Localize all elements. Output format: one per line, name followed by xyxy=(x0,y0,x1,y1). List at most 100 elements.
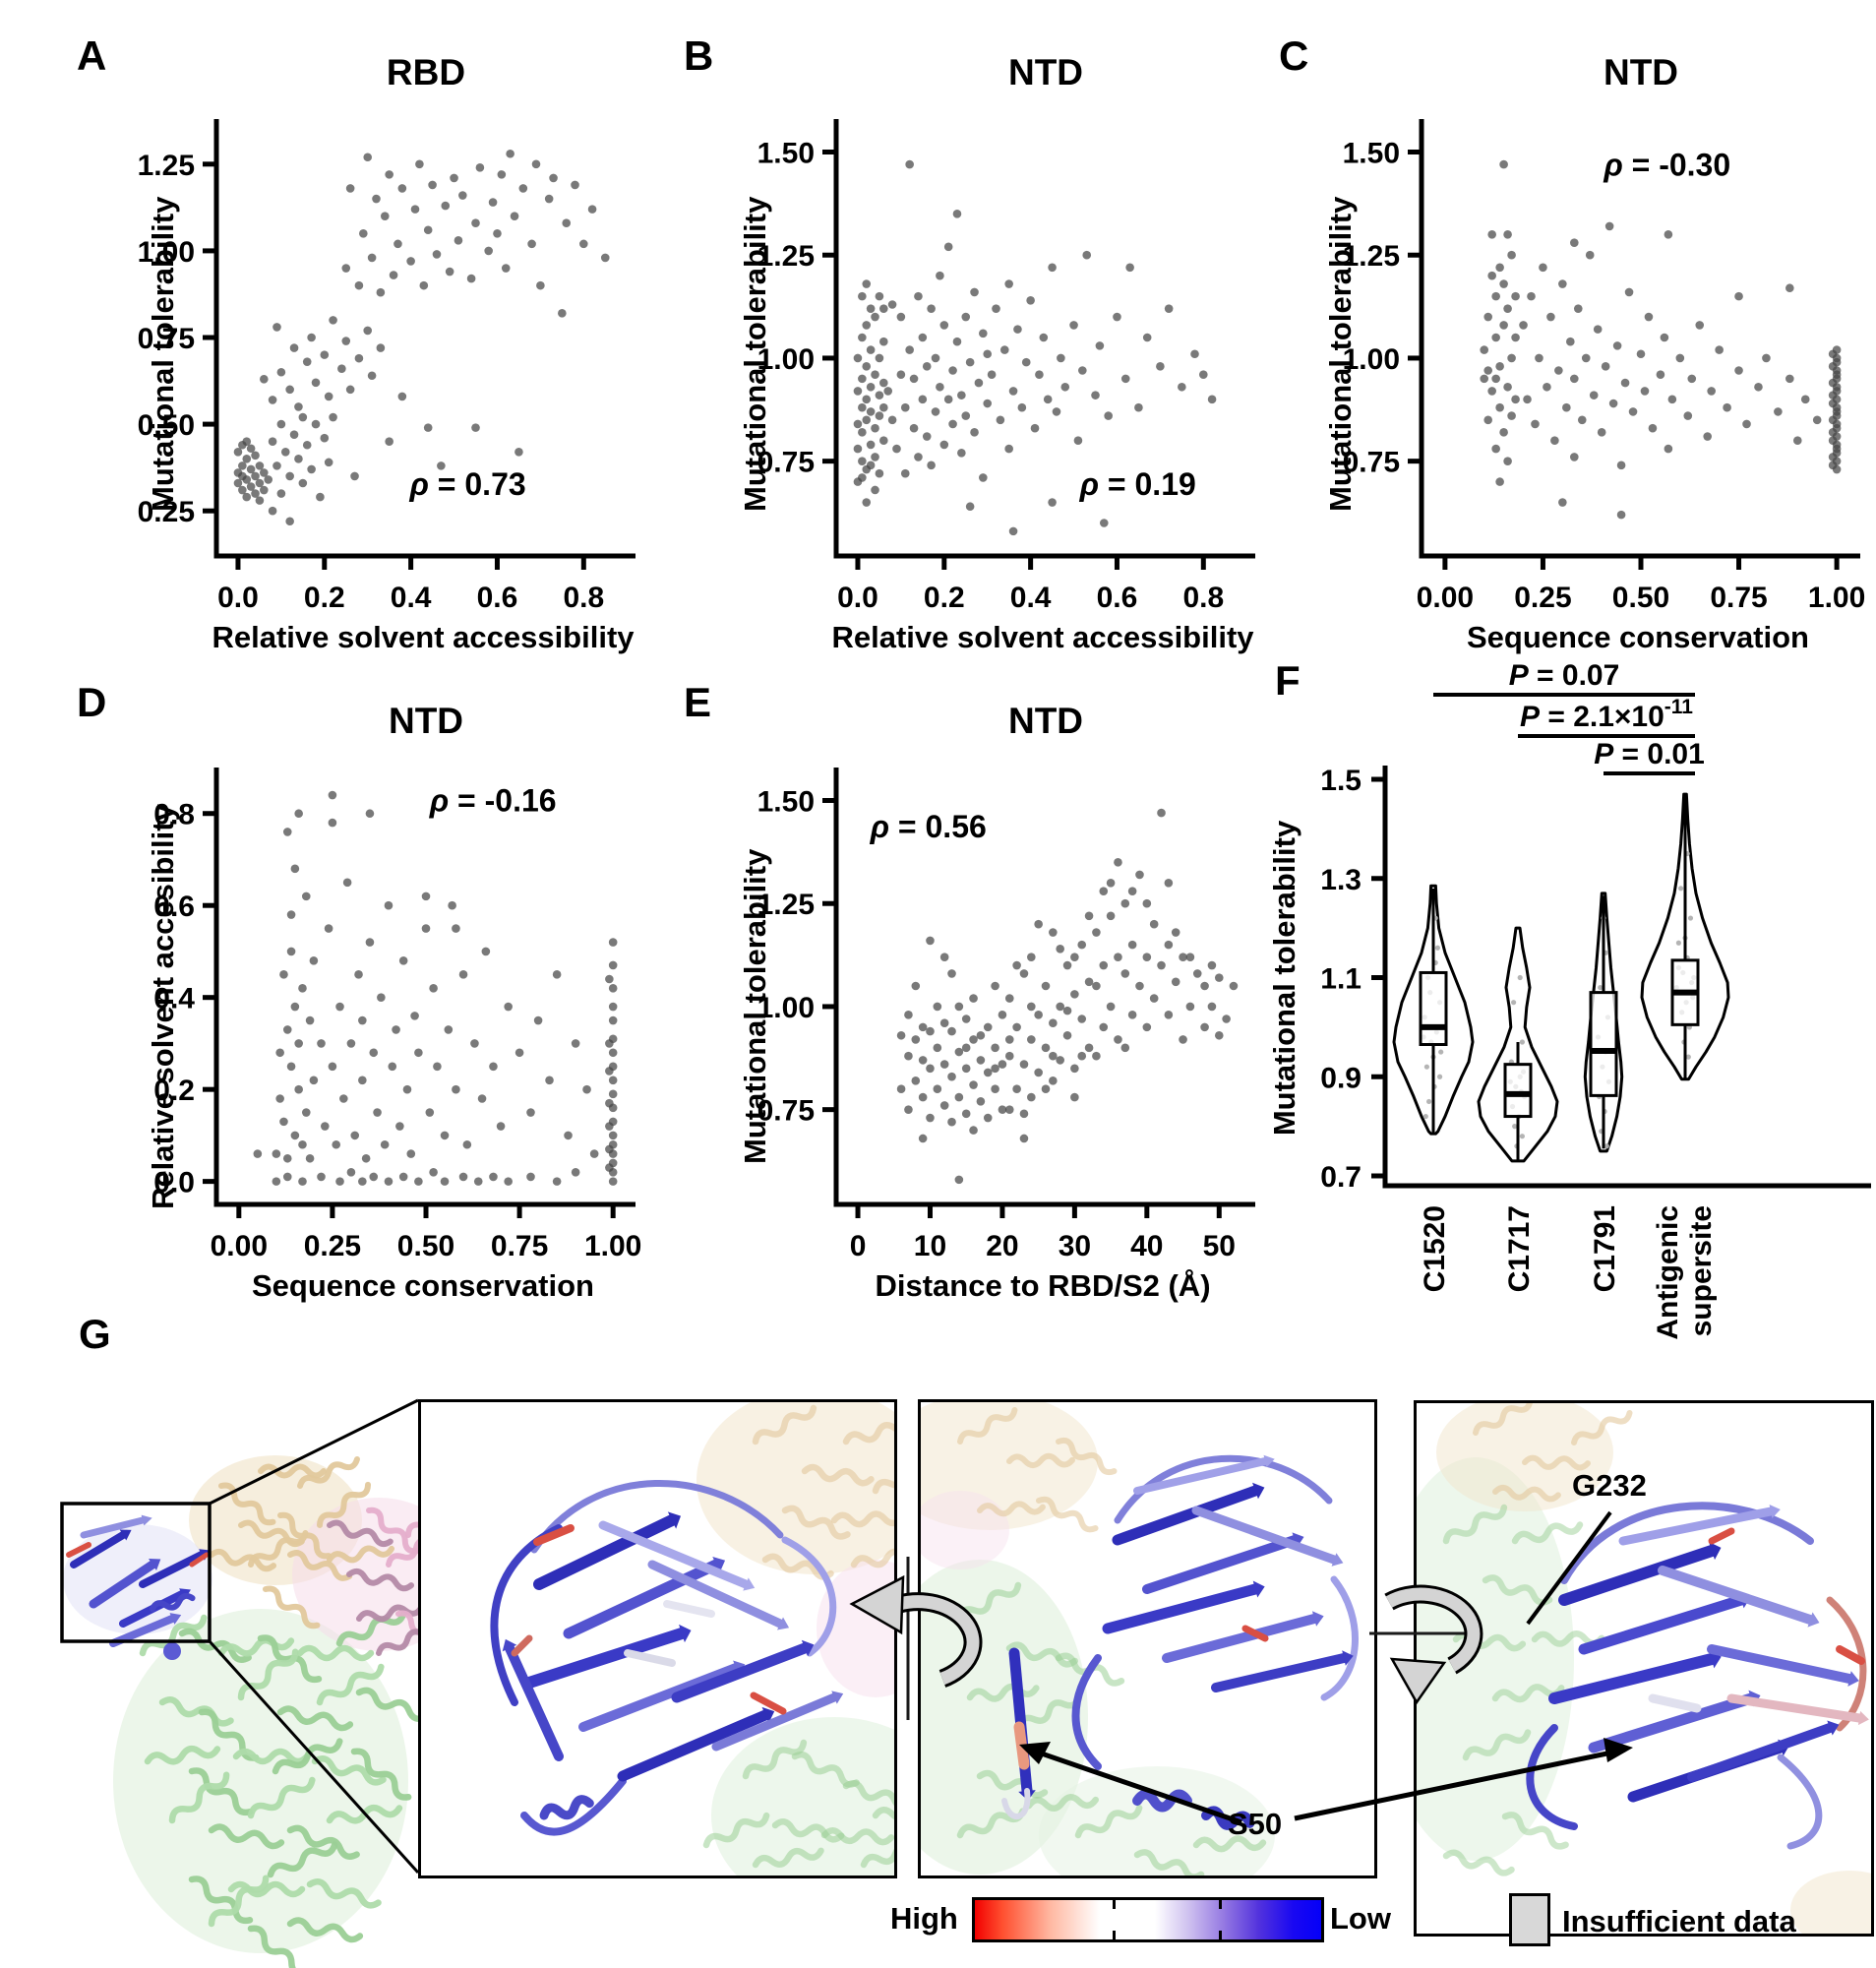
jitter-point xyxy=(1423,1064,1429,1070)
svg-text:0: 0 xyxy=(850,1230,867,1262)
data-point xyxy=(380,1139,390,1149)
data-point xyxy=(406,1149,416,1158)
panel-a-xlabel: Relative solvent accessibility xyxy=(212,620,635,654)
data-point xyxy=(991,981,999,991)
data-point xyxy=(1519,321,1528,330)
data-point xyxy=(1495,362,1504,371)
data-point xyxy=(1648,423,1658,433)
data-point xyxy=(504,1177,513,1186)
data-point xyxy=(862,395,872,404)
data-point xyxy=(957,448,966,458)
data-point xyxy=(904,1051,913,1061)
data-point xyxy=(1800,395,1810,404)
svg-text:1.00: 1.00 xyxy=(1343,343,1400,376)
data-point xyxy=(933,1043,942,1053)
data-point xyxy=(879,304,888,313)
data-point xyxy=(377,993,386,1002)
data-point xyxy=(339,1094,348,1103)
data-point xyxy=(1099,519,1109,527)
data-point xyxy=(896,312,906,322)
data-point xyxy=(896,1030,906,1040)
data-point xyxy=(1164,1011,1174,1019)
svg-text:0.2: 0.2 xyxy=(304,582,345,614)
data-point xyxy=(1742,419,1751,429)
data-point xyxy=(858,428,867,437)
data-point xyxy=(1597,428,1606,437)
data-point xyxy=(376,287,386,297)
data-point xyxy=(458,1172,468,1182)
data-point xyxy=(1785,374,1794,384)
data-point xyxy=(305,1153,315,1163)
panel-d: D NTD Relative solvent accesibility 0.00… xyxy=(59,677,649,1331)
data-point xyxy=(965,502,975,512)
data-point xyxy=(276,419,286,429)
data-point xyxy=(892,444,901,454)
data-point xyxy=(1120,898,1130,908)
data-point xyxy=(1624,287,1634,297)
data-point xyxy=(1495,402,1504,412)
data-point xyxy=(948,366,957,375)
svg-text:0.75: 0.75 xyxy=(757,447,815,479)
data-point xyxy=(1585,250,1595,260)
data-point xyxy=(376,343,386,352)
data-point xyxy=(324,458,333,467)
data-point xyxy=(552,970,562,979)
data-point xyxy=(922,432,932,441)
data-point xyxy=(943,242,953,252)
data-point xyxy=(1487,271,1496,280)
data-point xyxy=(477,1094,487,1103)
data-point xyxy=(272,323,281,332)
data-point xyxy=(1127,887,1137,895)
data-point xyxy=(294,455,303,463)
data-point xyxy=(433,1062,442,1072)
data-point xyxy=(493,228,502,238)
pvalue-label: P = 2.1×10-11 xyxy=(1520,696,1693,733)
pvalue-label: P = 0.01 xyxy=(1594,738,1705,770)
data-point xyxy=(1734,291,1743,301)
data-point xyxy=(1114,1035,1122,1044)
data-point xyxy=(1142,898,1152,908)
data-point xyxy=(1012,1022,1021,1032)
data-point xyxy=(518,184,528,193)
data-point xyxy=(1214,1030,1224,1040)
data-point xyxy=(1616,461,1626,470)
category-label: C1791 xyxy=(1589,1205,1621,1292)
data-point xyxy=(1027,953,1036,961)
colorbar-tick xyxy=(1113,1900,1116,1909)
data-point xyxy=(275,1094,284,1103)
data-point xyxy=(936,382,944,392)
panel-e-title: NTD xyxy=(1007,701,1084,741)
data-point xyxy=(904,1011,913,1019)
data-point xyxy=(1593,325,1603,334)
data-point xyxy=(999,345,1009,354)
svg-text:0.0: 0.0 xyxy=(153,1167,195,1199)
data-point xyxy=(1114,858,1122,867)
data-point xyxy=(335,1002,344,1012)
panel-b-letter: B xyxy=(684,32,714,79)
data-point xyxy=(571,1039,580,1048)
category-label: C1717 xyxy=(1503,1205,1536,1292)
data-point xyxy=(1104,411,1113,420)
data-point xyxy=(289,343,299,352)
data-point xyxy=(991,1084,999,1094)
data-point xyxy=(571,1167,580,1177)
data-point xyxy=(1070,990,1079,999)
data-point xyxy=(285,517,294,526)
boxplot-box xyxy=(1589,991,1618,1097)
svg-text:0.0: 0.0 xyxy=(217,582,259,614)
data-point xyxy=(914,453,923,461)
data-point xyxy=(970,428,979,437)
data-point xyxy=(1004,1035,1014,1044)
data-point xyxy=(1004,1105,1014,1114)
data-point xyxy=(871,312,879,322)
data-point xyxy=(1503,382,1512,392)
data-point xyxy=(398,1172,408,1182)
panel-a-title: RBD xyxy=(386,52,466,92)
data-point xyxy=(1832,440,1842,450)
data-point xyxy=(858,333,867,342)
svg-text:0.6: 0.6 xyxy=(477,582,518,614)
data-point xyxy=(1027,1035,1036,1044)
data-point xyxy=(1120,1043,1130,1053)
data-point xyxy=(965,357,975,367)
svg-text:0.4: 0.4 xyxy=(153,983,195,1015)
